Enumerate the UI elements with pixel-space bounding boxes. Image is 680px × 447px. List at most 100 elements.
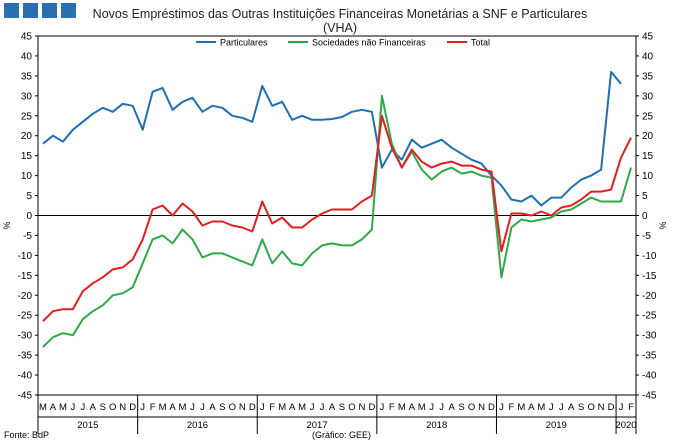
x-tick-label: D [129,402,136,413]
y-tick-label-right: -15 [642,271,657,282]
x-tick-label: S [458,402,464,413]
logo-square [61,3,76,18]
x-tick-label: A [448,402,455,413]
y-tick-label-right: 35 [642,71,654,82]
y-tick-label-right: 25 [642,111,654,122]
y-tick-label-left: -45 [18,391,33,402]
y-tick-label-right: 10 [642,171,654,182]
x-tick-label: A [409,402,416,413]
y-tick-label-right: 30 [642,91,654,102]
logo [4,3,76,18]
x-tick-label: M [59,402,67,413]
y-tick-label-left: -20 [18,291,33,302]
x-tick-label: J [549,402,554,413]
year-label: 2019 [546,420,567,431]
x-tick-label: J [310,402,315,413]
x-tick-label: J [260,402,265,413]
year-label: 2016 [187,420,208,431]
x-tick-label: J [619,402,624,413]
x-tick-label: D [368,402,375,413]
legend-label: Particulares [220,38,268,48]
y-tick-label-right: -35 [642,351,657,362]
series-line [42,70,622,207]
y-axis-label-right: % [658,221,668,229]
y-tick-label-right: -45 [642,391,657,402]
y-tick-label-left: -25 [18,311,33,322]
y-axis-label-left: % [2,221,12,229]
x-tick-label: J [439,402,444,413]
x-tick-label: A [209,402,216,413]
y-tick-label-right: -40 [642,371,657,382]
logo-square [42,3,57,18]
y-tick-label-left: -40 [18,371,33,382]
y-tick-label-left: 25 [21,111,33,122]
logo-square [4,3,19,18]
x-tick-label: D [608,402,615,413]
x-tick-label: J [379,402,384,413]
y-tick-label-right: -20 [642,291,657,302]
y-tick-label-left: 5 [26,191,32,202]
x-tick-label: J [429,402,434,413]
source-note: Fonte: BdP [4,430,50,440]
chart-subtitle: (VHA) [322,21,358,35]
x-tick-label: J [320,402,325,413]
y-tick-label-right: 15 [642,151,654,162]
x-tick-label: M [537,402,545,413]
legend-label: Total [471,38,490,48]
y-tick-label-left: -30 [18,331,33,342]
x-tick-label: M [179,402,187,413]
x-tick-label: N [358,402,365,413]
y-tick-label-right: -5 [642,231,651,242]
y-tick-label-left: -5 [23,231,32,242]
y-tick-label-right: 40 [642,51,654,62]
y-tick-label-left: 35 [21,71,33,82]
x-tick-label: J [499,402,504,413]
x-tick-label: F [150,402,156,413]
y-tick-label-left: 20 [21,131,33,142]
x-tick-label: J [80,402,85,413]
x-tick-label: S [578,402,584,413]
y-tick-label-left: 10 [21,171,33,182]
x-tick-label: A [329,402,336,413]
logo-square [23,3,38,18]
y-tick-label-left: -10 [18,251,33,262]
x-tick-label: F [509,402,515,413]
x-tick-label: F [389,402,395,413]
legend-label: Sociedades não Financeiras [312,38,426,48]
x-tick-label: S [219,402,225,413]
x-tick-label: M [398,402,406,413]
y-tick-label-right: 0 [642,211,648,222]
x-tick-label: O [468,402,475,413]
x-tick-label: J [140,402,145,413]
x-tick-label: D [488,402,495,413]
x-tick-label: M [159,402,167,413]
year-label: 2015 [77,420,98,431]
x-tick-label: J [559,402,564,413]
y-tick-label-right: 20 [642,131,654,142]
x-tick-label: A [289,402,296,413]
x-tick-label: A [50,402,57,413]
series-line [42,94,632,348]
x-tick-label: S [339,402,345,413]
x-tick-label: N [478,402,485,413]
x-tick-label: O [229,402,236,413]
y-tick-label-left: -15 [18,271,33,282]
x-tick-label: N [119,402,126,413]
x-tick-label: F [269,402,275,413]
y-tick-label-right: -10 [642,251,657,262]
y-tick-label-right: 45 [642,32,654,43]
x-tick-label: J [200,402,205,413]
y-tick-label-right: -30 [642,331,657,342]
x-tick-label: O [587,402,594,413]
x-tick-label: S [100,402,106,413]
y-tick-label-left: 15 [21,151,33,162]
x-tick-label: M [517,402,525,413]
year-label: 2020 [615,420,636,431]
y-tick-label-left: 0 [26,211,32,222]
x-tick-label: M [418,402,426,413]
year-label: 2017 [306,420,327,431]
y-tick-label-left: -35 [18,351,33,362]
x-tick-label: A [169,402,176,413]
x-tick-label: J [190,402,195,413]
